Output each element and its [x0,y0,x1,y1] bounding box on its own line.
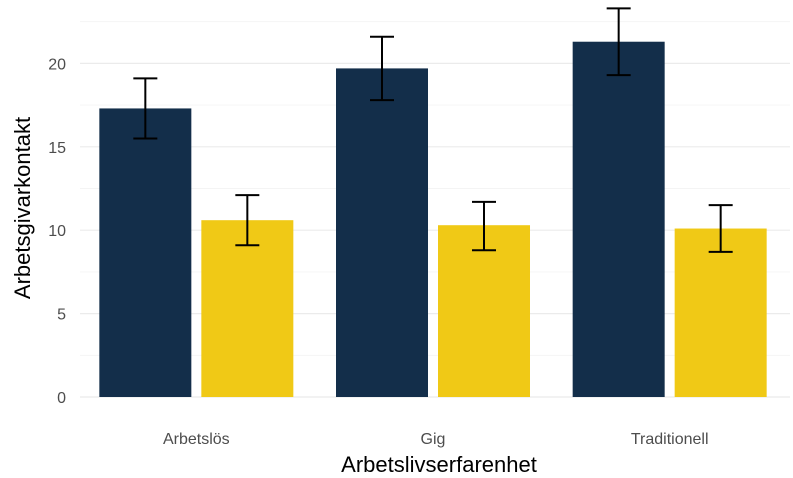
bar-Traditionell-0 [572,41,665,397]
x-tick-labels: Arbetslös Gig Traditionell [163,431,709,448]
gridlines [80,21,790,398]
bar-Arbetslös-0 [99,108,192,397]
x-axis-title: Arbetslivserfarenhet [341,452,537,477]
y-tick-label: 20 [48,56,66,73]
y-tick-label: 10 [48,223,66,240]
bars [99,41,767,398]
y-tick-label: 5 [57,307,66,324]
error-bar-Gig-1 [472,200,496,252]
y-tick-label: 15 [48,140,66,157]
bar-Gig-1 [438,225,530,397]
x-tick-label: Gig [421,431,446,448]
error-bar-Traditionell-0 [606,7,631,77]
y-axis-title: Arbetsgivarkontakt [10,117,35,299]
bar-Traditionell-1 [674,228,767,397]
bar-Arbetslös-1 [201,220,294,397]
error-bars [133,7,733,253]
error-bar-Traditionell-1 [708,204,733,253]
y-tick-label: 0 [57,390,66,407]
error-bar-Gig-0 [370,35,394,102]
x-tick-label: Traditionell [631,431,709,448]
error-bar-Arbetslös-1 [235,194,260,247]
error-bar-Arbetslös-0 [133,77,158,140]
x-tick-label: Arbetslös [163,431,230,448]
bar-Gig-0 [336,68,428,398]
y-tick-labels: 0 5 10 15 20 [48,56,66,407]
